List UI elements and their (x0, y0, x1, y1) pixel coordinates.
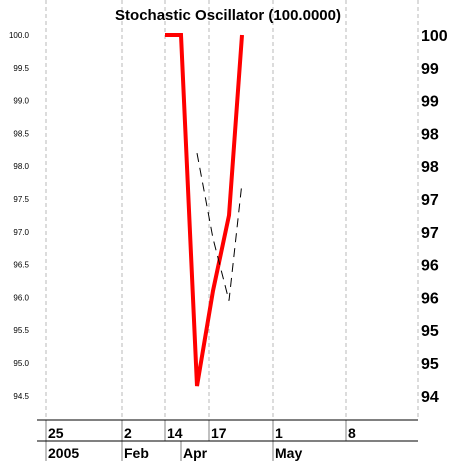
right-y-axis: 100 99 99 98 98 97 97 96 96 95 95 94 (421, 28, 448, 406)
left-tick-label: 98.0 (13, 162, 29, 171)
left-tick-label: 95.5 (13, 326, 29, 335)
right-tick-label: 99 (421, 94, 439, 111)
x-day-label: 17 (211, 425, 227, 441)
right-tick-label: 97 (421, 225, 439, 242)
right-tick-label: 98 (421, 126, 439, 143)
x-day-label: 25 (48, 425, 64, 441)
x-day-label: 2 (124, 425, 132, 441)
left-tick-label: 96.5 (13, 261, 29, 270)
left-tick-label: 95.0 (13, 359, 29, 368)
right-tick-label: 97 (421, 192, 439, 209)
right-tick-label: 96 (421, 258, 439, 275)
chart-title: Stochastic Oscillator (100.0000) (115, 7, 341, 24)
right-tick-label: 95 (421, 356, 439, 373)
left-tick-label: 99.5 (13, 64, 29, 73)
left-tick-label: 100.0 (9, 31, 30, 40)
grid-lines (45, 0, 419, 461)
left-y-axis: 100.0 99.5 99.0 98.5 98.0 97.5 97.0 96.5 96.0 95.… (9, 31, 30, 401)
right-tick-label: 99 (421, 61, 439, 78)
left-tick-label: 99.0 (13, 97, 29, 106)
chart-series (165, 33, 244, 387)
right-tick-label: 95 (421, 323, 439, 340)
left-tick-label: 96.0 (13, 293, 29, 302)
right-tick-label: 96 (421, 290, 439, 307)
x-month-label: Feb (124, 445, 149, 461)
signal-line (196, 153, 243, 301)
oscillator-line (165, 33, 244, 387)
right-tick-label: 94 (421, 389, 439, 406)
x-month-label: 2005 (48, 445, 79, 461)
right-tick-label: 100 (421, 28, 448, 45)
left-tick-label: 98.5 (13, 129, 29, 138)
x-day-label: 8 (348, 425, 356, 441)
left-tick-label: 94.5 (13, 392, 29, 401)
x-day-label: 1 (275, 425, 283, 441)
left-tick-label: 97.5 (13, 195, 29, 204)
x-day-label: 14 (167, 425, 183, 441)
left-tick-label: 97.0 (13, 228, 29, 237)
x-month-label: Apr (183, 445, 208, 461)
x-month-label: May (275, 445, 302, 461)
x-axis: 25 2 14 17 1 8 2005 Feb Apr May (48, 425, 356, 461)
right-tick-label: 98 (421, 159, 439, 176)
